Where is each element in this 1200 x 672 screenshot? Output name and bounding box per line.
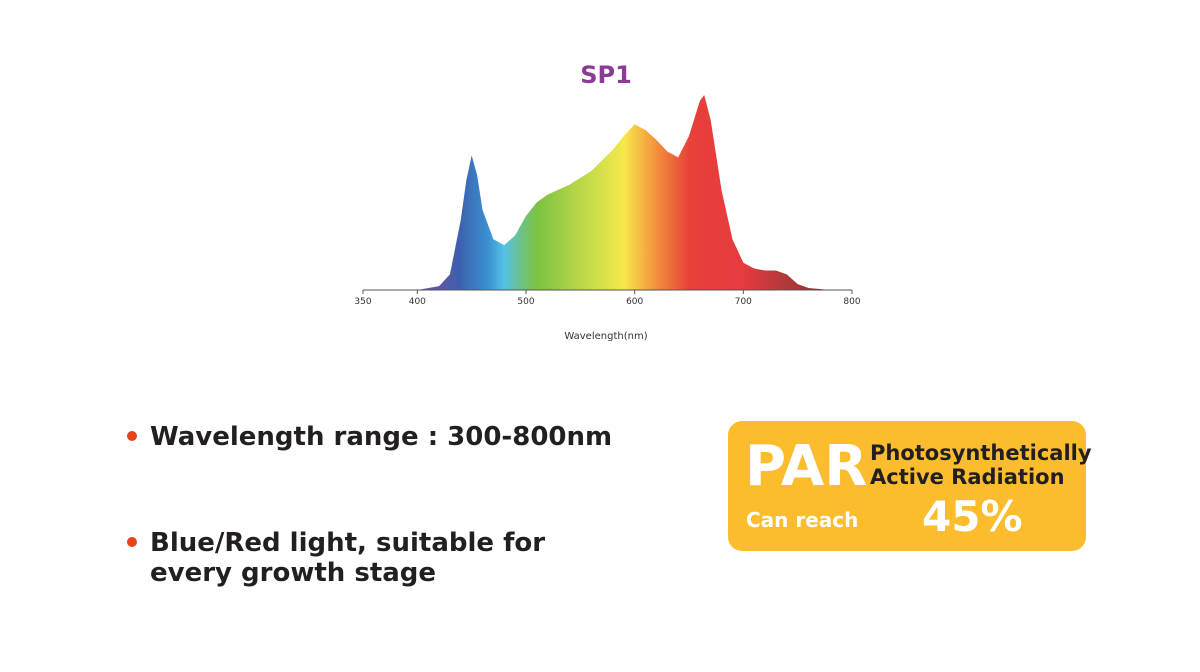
feature-text: every growth stage: [150, 558, 436, 588]
par-name: Active Radiation: [870, 465, 1065, 489]
x-tick-label: 800: [843, 297, 860, 307]
x-tick-label: 400: [409, 297, 426, 307]
par-box: [728, 421, 1086, 551]
chart-title: SP1: [580, 61, 632, 89]
x-axis-label: Wavelength(nm): [564, 331, 647, 342]
spectrum-area: [417, 95, 831, 290]
par-prefix: Can reach: [746, 508, 858, 532]
par-acronym: PAR: [745, 434, 867, 499]
par-amount: 45%: [922, 492, 1023, 541]
par-name: Photosynthetically: [870, 441, 1092, 465]
bullet: [127, 537, 137, 547]
x-tick-label: 600: [626, 297, 643, 307]
bullet: [127, 431, 137, 441]
feature-text: Wavelength range : 300-800nm: [150, 422, 612, 452]
x-tick-label: 700: [735, 297, 752, 307]
x-tick-label: 350: [354, 297, 371, 307]
feature-text: Blue/Red light, suitable for: [150, 528, 545, 558]
spectrum-chart: 350 400 500 600 700 800: [354, 95, 861, 307]
x-tick-label: 500: [517, 297, 534, 307]
